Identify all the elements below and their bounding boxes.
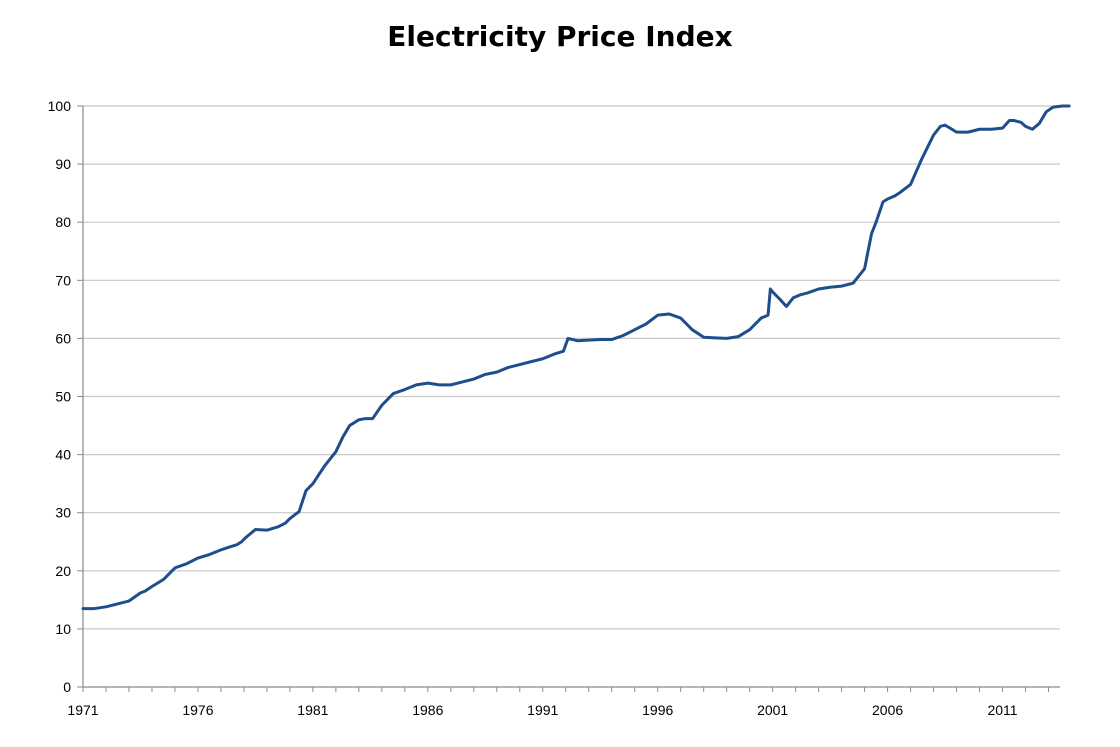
y-tick-label: 90	[55, 156, 71, 172]
y-axis-ticks: 0 10 20 30 40 50 60 70 80 90 100	[48, 98, 83, 695]
y-tick-label: 40	[55, 447, 71, 463]
gridlines	[83, 105, 1060, 630]
x-tick-label: 1981	[297, 702, 328, 718]
y-tick-label: 80	[55, 214, 71, 230]
x-tick-label: 1976	[182, 702, 213, 718]
series-layer	[81, 104, 1071, 611]
x-tick-label: 1986	[412, 702, 443, 718]
y-tick-label: 0	[63, 679, 71, 695]
y-tick-label: 30	[55, 505, 71, 521]
x-tick-label: 1971	[67, 702, 98, 718]
y-tick-label: 20	[55, 563, 71, 579]
y-tick-label: 70	[55, 272, 71, 288]
y-tick-label: 50	[55, 389, 71, 405]
series-line	[81, 104, 1071, 611]
x-tick-label: 1991	[527, 702, 558, 718]
y-tick-label: 10	[55, 621, 71, 637]
y-tick-label: 60	[55, 330, 71, 346]
x-axis-ticks: 1971 1976 1981 1986 1991 1996 2001 2006 2011	[67, 687, 1050, 718]
x-tick-label: 2001	[757, 702, 788, 718]
x-tick-label: 2011	[987, 702, 1017, 718]
chart-title: Electricity Price Index	[387, 20, 733, 53]
x-tick-label: 1996	[642, 702, 673, 718]
y-tick-label: 100	[48, 98, 72, 114]
x-tick-label: 2006	[872, 702, 903, 718]
